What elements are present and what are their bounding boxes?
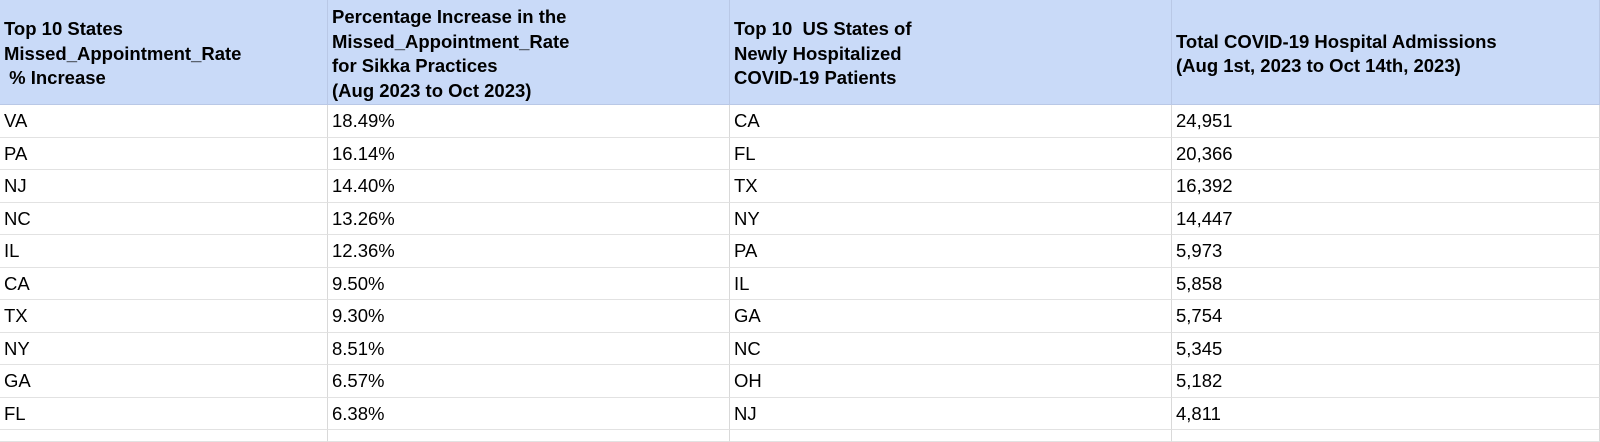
data-row: GA 6.57% OH 5,182 — [0, 365, 1600, 398]
table-cell[interactable]: TX — [0, 300, 328, 333]
table-cell[interactable]: NC — [0, 202, 328, 235]
header-row: Top 10 States Missed_Appointment_Rate % I… — [0, 0, 1600, 105]
table-cell[interactable]: 24,951 — [1172, 105, 1600, 138]
table-cell[interactable]: GA — [730, 300, 1172, 333]
table-cell[interactable]: 18.49% — [328, 105, 730, 138]
header-text: Top 10 US States of — [734, 18, 912, 40]
header-cell[interactable]: Top 10 US States of Newly Hospitalized COV… — [730, 0, 1172, 105]
table-cell[interactable]: FL — [730, 137, 1172, 170]
header-text: Percentage Increase in the — [332, 6, 567, 27]
table-cell[interactable]: NY — [730, 202, 1172, 235]
header-text: Total COVID-19 Hospital Admissions — [1176, 30, 1497, 52]
table-cell[interactable]: VA — [0, 105, 328, 138]
table-cell[interactable]: GA — [0, 365, 328, 398]
table-cell[interactable]: 16.14% — [328, 137, 730, 170]
table-cell[interactable]: 6.38% — [328, 397, 730, 430]
table-cell[interactable]: 13.26% — [328, 202, 730, 235]
header-text: Newly Hospitalized — [734, 42, 902, 64]
header-text: % Increase — [4, 67, 106, 89]
empty-cell[interactable] — [0, 430, 328, 442]
header-text: Top 10 States — [4, 18, 123, 40]
empty-cell[interactable] — [328, 430, 730, 442]
table-cell[interactable]: CA — [730, 105, 1172, 138]
table-cell[interactable]: PA — [730, 235, 1172, 268]
data-row: PA 16.14% FL 20,366 — [0, 137, 1600, 170]
table-cell[interactable]: 9.50% — [328, 267, 730, 300]
data-row: NC 13.26% NY 14,447 — [0, 202, 1600, 235]
table-cell[interactable]: 14,447 — [1172, 202, 1600, 235]
data-row: IL 12.36% PA 5,973 — [0, 235, 1600, 268]
table-cell[interactable]: 20,366 — [1172, 137, 1600, 170]
empty-cell[interactable] — [730, 430, 1172, 442]
table-cell[interactable]: OH — [730, 365, 1172, 398]
data-row: NY 8.51% NC 5,345 — [0, 332, 1600, 365]
data-row: CA 9.50% IL 5,858 — [0, 267, 1600, 300]
table-cell[interactable]: NC — [730, 332, 1172, 365]
header-text: (Aug 2023 to Oct 2023) — [332, 79, 532, 101]
table-cell[interactable]: 14.40% — [328, 170, 730, 203]
table-cell[interactable]: 5,345 — [1172, 332, 1600, 365]
header-text: Missed_Appointment_Rate — [4, 42, 242, 64]
header-text: COVID-19 Patients — [734, 67, 897, 89]
table-cell[interactable]: FL — [0, 397, 328, 430]
table-cell[interactable]: IL — [0, 235, 328, 268]
data-row: NJ 14.40% TX 16,392 — [0, 170, 1600, 203]
table-cell[interactable]: PA — [0, 137, 328, 170]
table-cell[interactable]: 16,392 — [1172, 170, 1600, 203]
table-cell[interactable]: 4,811 — [1172, 397, 1600, 430]
header-cell[interactable]: Percentage Increase in the Missed_Appoint… — [328, 0, 730, 105]
table-cell[interactable]: TX — [730, 170, 1172, 203]
table-cell[interactable]: 6.57% — [328, 365, 730, 398]
table-cell[interactable]: 5,858 — [1172, 267, 1600, 300]
empty-cell[interactable] — [1172, 430, 1600, 442]
table-cell[interactable]: NJ — [0, 170, 328, 203]
header-text: (Aug 1st, 2023 to Oct 14th, 2023) — [1176, 55, 1461, 76]
data-row: FL 6.38% NJ 4,811 — [0, 397, 1600, 430]
table-cell[interactable]: 5,754 — [1172, 300, 1600, 333]
table-cell[interactable]: NJ — [730, 397, 1172, 430]
header-cell[interactable]: Total COVID-19 Hospital Admissions (Aug 1… — [1172, 0, 1600, 105]
data-row: TX 9.30% GA 5,754 — [0, 300, 1600, 333]
empty-row — [0, 430, 1600, 442]
table-cell[interactable]: 5,182 — [1172, 365, 1600, 398]
header-text: for Sikka Practices — [332, 55, 498, 76]
table-cell[interactable]: CA — [0, 267, 328, 300]
header-text: Missed_Appointment_Rate — [332, 30, 570, 52]
table-cell[interactable]: 12.36% — [328, 235, 730, 268]
table-cell[interactable]: NY — [0, 332, 328, 365]
data-row: VA 18.49% CA 24,951 — [0, 105, 1600, 138]
table-cell[interactable]: 9.30% — [328, 300, 730, 333]
table-cell[interactable]: 8.51% — [328, 332, 730, 365]
header-cell[interactable]: Top 10 States Missed_Appointment_Rate % I… — [0, 0, 328, 105]
table-cell[interactable]: IL — [730, 267, 1172, 300]
table-cell[interactable]: 5,973 — [1172, 235, 1600, 268]
